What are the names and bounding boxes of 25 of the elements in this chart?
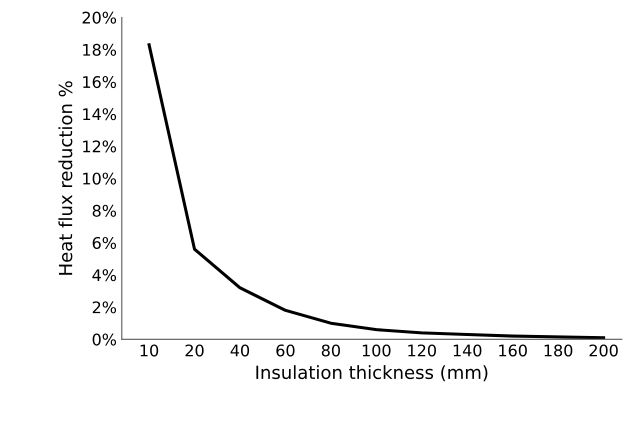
y-tick-label: 12% (83, 140, 116, 152)
y-tick-label: 14% (83, 108, 116, 120)
y-tick-label: 0% (92, 334, 116, 346)
y-tick-label: 18% (83, 44, 116, 56)
x-tick-label: 100 (362, 344, 391, 357)
y-tick-label: 8% (92, 204, 116, 217)
x-tick-label: 20 (186, 344, 204, 357)
x-tick-label: 10 (140, 344, 158, 357)
y-tick-label: 16% (83, 76, 116, 88)
x-tick-label: 180 (544, 344, 572, 357)
x-tick-label: 200 (590, 344, 618, 357)
x-tick-label: 120 (408, 344, 436, 357)
x-tick-label: 140 (454, 344, 482, 357)
x-axis-title: Insulation thickness (mm) (256, 365, 488, 382)
y-tick-label: 6% (92, 236, 116, 250)
y-tick-label: 2% (92, 301, 116, 314)
x-tick-label: 60 (276, 344, 295, 357)
y-axis-title: Heat flux reduction % (58, 81, 72, 275)
x-tick-label: 80 (322, 344, 340, 357)
x-tick-label: 40 (230, 344, 250, 357)
line-series (148, 43, 606, 340)
y-tick-label: 4% (92, 269, 116, 282)
y-tick-label: 20% (82, 12, 116, 24)
x-tick-label: 160 (499, 344, 527, 357)
y-tick-label: 10% (83, 172, 116, 185)
